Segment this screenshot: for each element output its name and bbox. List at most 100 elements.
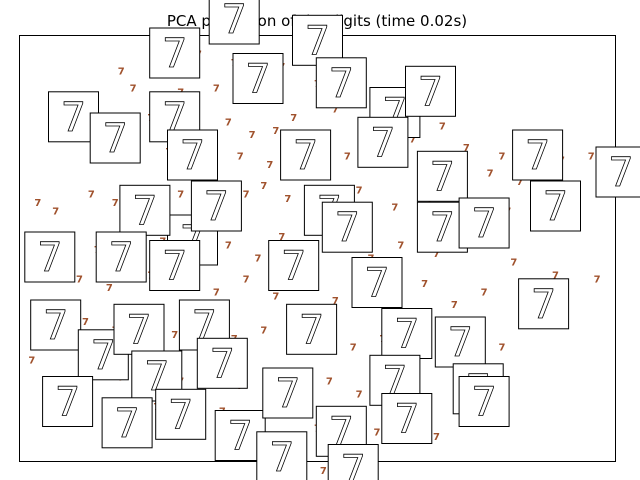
digit-label-point: 7 (588, 151, 595, 162)
thumbnail-frame (155, 388, 207, 440)
thumbnail-frame (416, 150, 468, 202)
digit-thumbnail: 7 (113, 303, 165, 355)
thumbnail-digit-glyph: 7 (162, 31, 187, 77)
digit-thumbnail: 7 (434, 316, 486, 368)
thumbnail-digit-glyph: 7 (210, 341, 235, 387)
digit-label-point: 7 (112, 198, 119, 209)
thumbnail-digit-glyph: 7 (430, 154, 455, 200)
digit-label-point: 7 (243, 275, 250, 286)
digit-label-point: 7 (243, 190, 250, 201)
digit-label-point: 7 (28, 355, 35, 366)
thumbnail-digit-glyph: 7 (335, 205, 360, 251)
digit-label-point: 7 (272, 292, 279, 303)
thumbnail-digit-glyph: 7 (364, 261, 389, 307)
thumbnail-frame (357, 116, 409, 168)
digit-thumbnail: 7 (518, 278, 570, 330)
digit-label-point: 7 (260, 181, 267, 192)
thumbnail-digit-glyph: 7 (448, 320, 473, 366)
digit-label-point: 7 (260, 326, 267, 337)
thumbnail-frame (518, 278, 570, 330)
thumbnail-frame (262, 367, 314, 419)
digit-thumbnail: 7 (530, 180, 581, 232)
thumbnail-frame (321, 201, 373, 253)
digit-label-point: 7 (391, 202, 398, 213)
thumbnail-digit-glyph: 7 (61, 95, 86, 141)
digit-thumbnail: 7 (232, 53, 284, 104)
thumbnail-frame (190, 180, 242, 232)
digit-thumbnail: 7 (381, 393, 433, 444)
digit-label-point: 7 (481, 287, 488, 298)
digit-thumbnail: 7 (351, 257, 403, 308)
digit-label-point: 7 (433, 432, 440, 443)
thumbnail-digit-glyph: 7 (227, 414, 252, 460)
thumbnail-frame (458, 376, 510, 427)
thumbnail-digit-glyph: 7 (394, 397, 419, 443)
digit-label-point: 7 (421, 279, 428, 290)
digit-label-point: 7 (552, 270, 559, 281)
thumbnail-digit-glyph: 7 (102, 116, 127, 162)
thumbnail-frame (208, 0, 260, 45)
thumbnail-frame (434, 316, 486, 368)
thumbnail-digit-glyph: 7 (329, 61, 354, 107)
thumbnail-digit-glyph: 7 (305, 18, 330, 64)
digit-thumbnail: 7 (268, 240, 320, 291)
thumbnail-digit-glyph: 7 (91, 333, 116, 379)
digit-label-point: 7 (356, 185, 363, 196)
digit-label-point: 7 (374, 428, 381, 439)
digit-thumbnail: 7 (95, 231, 147, 283)
thumbnail-frame (405, 65, 456, 117)
digit-label-point: 7 (213, 83, 220, 94)
digit-thumbnail: 7 (458, 376, 510, 427)
digit-thumbnail: 7 (381, 308, 433, 359)
digit-label-point: 7 (130, 83, 137, 94)
thumbnail-digit-glyph: 7 (126, 307, 151, 353)
digit-label-point: 7 (499, 151, 506, 162)
thumbnail-frame (95, 231, 147, 283)
thumbnail-digit-glyph: 7 (281, 244, 306, 290)
thumbnail-frame (167, 129, 218, 181)
thumbnail-digit-glyph: 7 (340, 448, 365, 480)
thumbnail-frame (30, 299, 82, 351)
digit-thumbnail: 7 (48, 91, 99, 143)
digit-label-point: 7 (266, 160, 273, 171)
digit-label-point: 7 (510, 258, 517, 269)
digit-label-point: 7 (332, 296, 339, 307)
digit-label-point: 7 (118, 66, 125, 77)
digit-thumbnail: 7 (167, 129, 218, 181)
digit-thumbnail: 7 (24, 231, 76, 283)
thumbnail-digit-glyph: 7 (108, 235, 133, 281)
thumbnail-digit-glyph: 7 (180, 133, 205, 179)
thumbnail-frame (458, 197, 510, 249)
thumbnail-digit-glyph: 7 (221, 0, 246, 43)
digit-label-point: 7 (487, 168, 494, 179)
thumbnail-frame (89, 112, 141, 164)
thumbnail-frame (232, 53, 284, 104)
thumbnail-frame (24, 231, 76, 283)
digit-label-point: 7 (290, 113, 297, 124)
digit-label-point: 7 (439, 122, 446, 133)
thumbnail-frame (196, 337, 248, 389)
digit-thumbnail: 7 (155, 388, 207, 440)
digit-thumbnail: 7 (262, 367, 314, 419)
thumbnail-frame (149, 240, 201, 291)
digit-label-point: 7 (594, 275, 601, 286)
digit-label-point: 7 (34, 198, 41, 209)
thumbnail-digit-glyph: 7 (471, 201, 496, 247)
digit-thumbnail: 7 (321, 201, 373, 253)
thumbnail-frame (315, 57, 367, 109)
thumbnail-digit-glyph: 7 (543, 184, 568, 230)
digit-label-point: 7 (451, 300, 458, 311)
thumbnail-digit-glyph: 7 (430, 205, 455, 251)
thumbnail-digit-glyph: 7 (245, 57, 270, 103)
thumbnail-frame (280, 129, 332, 181)
digit-label-point: 7 (106, 283, 113, 294)
thumbnail-frame (595, 146, 640, 198)
thumbnail-digit-glyph: 7 (293, 133, 318, 179)
digit-thumbnail: 7 (280, 129, 332, 181)
digit-label-point: 7 (255, 253, 262, 264)
thumbnail-digit-glyph: 7 (299, 307, 324, 353)
digit-thumbnail: 7 (89, 112, 141, 164)
digit-label-point: 7 (237, 151, 244, 162)
digit-thumbnail: 7 (30, 299, 82, 351)
digit-label-point: 7 (278, 232, 285, 243)
